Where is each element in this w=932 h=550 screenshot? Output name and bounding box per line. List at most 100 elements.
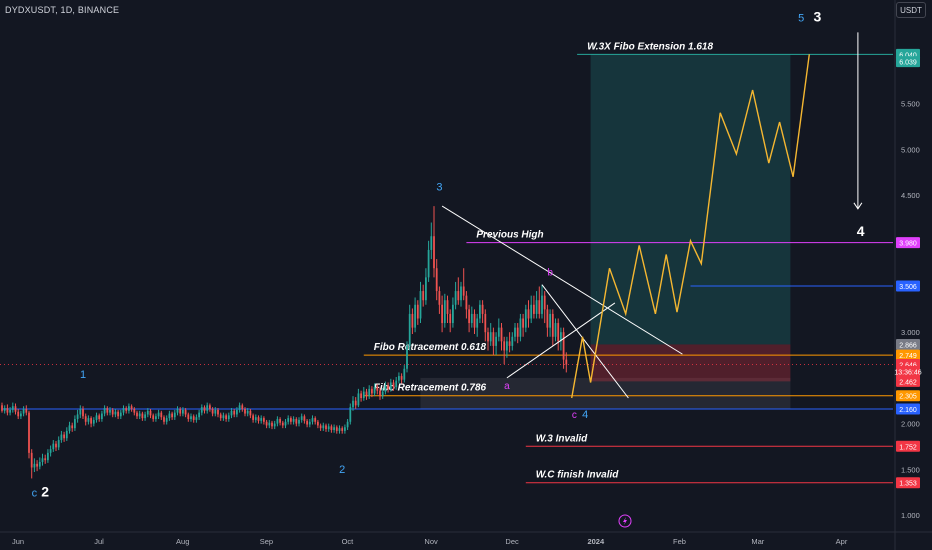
candle-body-39	[106, 408, 109, 413]
candle-body-13	[36, 463, 38, 467]
candle-body-206	[557, 323, 560, 342]
time-tick-2: Aug	[176, 537, 189, 546]
triangle-line-0	[441, 205, 683, 355]
price-badge-text-3: 3.506	[899, 284, 917, 291]
candle-body-65	[176, 408, 179, 413]
candle-body-157	[425, 277, 427, 301]
down-arrow-head	[853, 202, 863, 210]
price-badge-text-10: 2.160	[899, 407, 917, 414]
candle-body-138	[373, 387, 376, 394]
candle-body-133	[360, 393, 362, 399]
wave-label-1: 2	[339, 464, 345, 476]
candle-body-193	[522, 318, 524, 328]
candle-body-190	[514, 327, 516, 337]
candle-body-150	[406, 345, 408, 369]
candle-body-173	[468, 309, 470, 324]
price-badge-text-11: 1.752	[899, 444, 917, 451]
candle-body-46	[125, 408, 128, 411]
candle-body-180	[487, 332, 489, 342]
candle-body-131	[354, 400, 357, 406]
candle-body-67	[182, 409, 184, 414]
candle-body-205	[554, 323, 557, 337]
price-badge-text-12: 1.353	[899, 481, 917, 488]
candle-body-161	[435, 268, 438, 292]
candle-body-121	[327, 426, 330, 430]
price-tick-4: 3.000	[901, 328, 920, 337]
time-tick-8: Feb	[673, 537, 686, 546]
candle-body-3	[9, 409, 11, 413]
candle-body-86	[233, 410, 236, 415]
candle-body-30	[82, 408, 84, 417]
currency-badge[interactable]: USDT	[896, 2, 926, 18]
candle-body-95	[257, 417, 260, 421]
wave-label-7: b	[547, 268, 553, 279]
candle-body-126	[341, 428, 344, 431]
stop-zone	[590, 344, 791, 382]
lightning-glyph	[623, 517, 627, 525]
candle-body-1	[3, 408, 6, 411]
candle-body-165	[446, 300, 449, 314]
candle-body-78	[211, 408, 214, 414]
candle-body-34	[92, 419, 95, 424]
candle-body-27	[74, 419, 76, 429]
candle-body-153	[414, 304, 416, 328]
candle-body-89	[241, 405, 244, 409]
candle-body-8	[22, 408, 25, 414]
price-badge-7	[896, 366, 920, 378]
consolidation-zone	[420, 377, 791, 409]
time-tick-6: Dec	[505, 537, 519, 546]
candle-body-148	[400, 376, 403, 380]
time-tick-1: Jul	[94, 537, 104, 546]
candle-body-66	[179, 408, 182, 414]
price-tick-9: 5.500	[901, 100, 920, 109]
candle-body-85	[230, 410, 233, 416]
candles-layer	[1, 206, 568, 479]
price-badge-11	[896, 440, 920, 452]
time-tick-9: Mar	[751, 537, 764, 546]
candle-body-113	[306, 420, 308, 425]
price-badge-10	[896, 403, 920, 415]
candle-body-36	[98, 415, 101, 420]
candle-body-118	[319, 425, 322, 429]
candle-body-21	[57, 440, 60, 448]
price-badge-text-2: 3.980	[899, 241, 917, 248]
candle-body-151	[408, 313, 411, 346]
candle-body-6	[17, 411, 20, 417]
candle-body-203	[549, 313, 551, 328]
price-badge-text-4: 2.866	[899, 342, 917, 349]
candle-body-177	[479, 304, 481, 319]
candle-body-68	[184, 409, 187, 415]
price-badges-layer: 6.0406.0393.9803.5062.8662.7492.64613:36…	[894, 48, 922, 489]
wave-label-8: c	[572, 410, 577, 421]
candle-body-69	[187, 414, 190, 420]
candle-body-26	[71, 425, 74, 429]
candle-body-171	[462, 286, 465, 296]
candle-body-32	[87, 418, 90, 422]
wave-label-10: 3	[814, 8, 822, 24]
candle-body-144	[389, 382, 392, 389]
candle-body-167	[452, 304, 454, 324]
candle-body-107	[290, 418, 292, 422]
candle-body-140	[379, 390, 381, 397]
candle-body-91	[246, 410, 249, 414]
level-label-6: W.3 Invalid	[536, 433, 588, 444]
candle-body-123	[333, 427, 335, 430]
candle-body-119	[322, 425, 325, 429]
candle-body-37	[101, 413, 103, 420]
wave-label-5: c	[32, 488, 38, 500]
candle-body-120	[325, 425, 327, 430]
candle-body-49	[133, 408, 136, 413]
candle-body-142	[384, 385, 387, 392]
candle-body-163	[441, 304, 443, 324]
candle-body-175	[473, 313, 476, 328]
candle-body-97	[263, 418, 265, 422]
candle-body-146	[395, 380, 398, 388]
candle-body-181	[489, 332, 492, 342]
candle-body-75	[203, 407, 206, 411]
candle-body-101	[273, 423, 276, 427]
candle-body-182	[492, 332, 495, 346]
time-tick-3: Sep	[260, 537, 273, 546]
price-tick-0: 1.000	[901, 511, 920, 520]
